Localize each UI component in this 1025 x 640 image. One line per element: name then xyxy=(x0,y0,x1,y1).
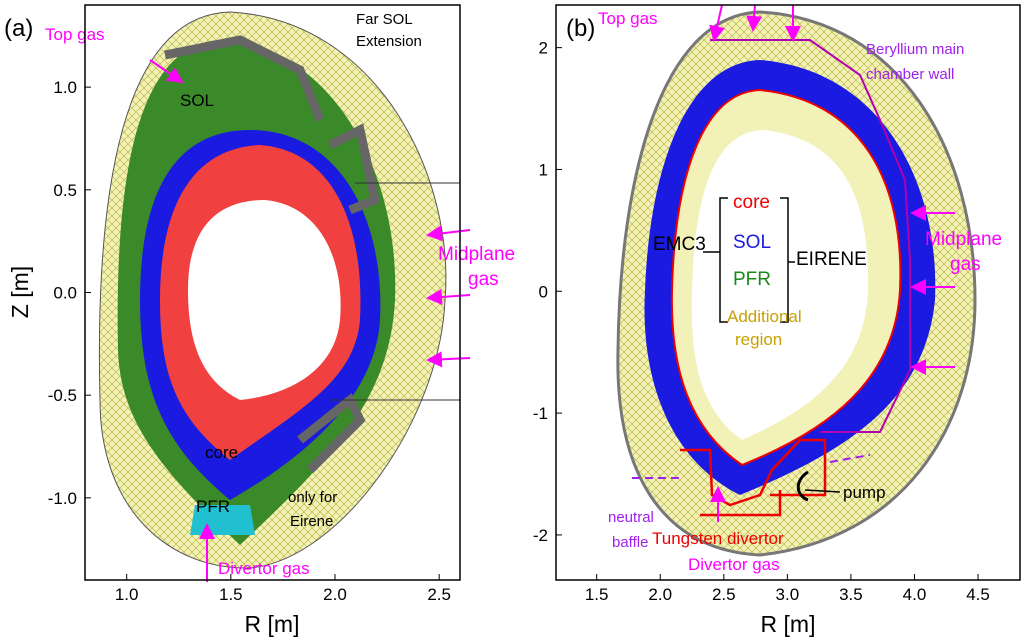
annotation: chamber wall xyxy=(866,66,954,83)
y-tick-label: -2 xyxy=(533,526,548,545)
y-tick-label: 0.5 xyxy=(53,181,77,200)
annotation: Midplane xyxy=(438,244,515,265)
annotation: EIRENE xyxy=(796,249,867,270)
arrow xyxy=(426,225,471,242)
y-tick-label: -0.5 xyxy=(48,386,77,405)
arrow xyxy=(426,289,471,305)
x-tick-label: 1.5 xyxy=(585,585,609,604)
y-tick-label: -1.0 xyxy=(48,489,77,508)
annotation: Top gas xyxy=(45,25,105,44)
x-tick-label: 2.0 xyxy=(323,585,347,604)
x-tick-label: 4.5 xyxy=(966,585,990,604)
y-tick-label: 0.0 xyxy=(53,284,77,303)
y-tick-label: 2 xyxy=(539,39,548,58)
x-tick-label: 2.5 xyxy=(712,585,736,604)
annotation: Divertor gas xyxy=(218,559,310,578)
y-tick-label: 1 xyxy=(539,160,548,179)
y-tick-label: 1.0 xyxy=(53,78,77,97)
annotation: region xyxy=(735,330,782,349)
annotation: Top gas xyxy=(598,9,658,28)
annotation: SOL xyxy=(733,232,771,253)
arrow xyxy=(709,4,725,42)
arrow xyxy=(149,59,184,84)
annotation: SOL xyxy=(180,91,214,110)
annotation: Additional xyxy=(727,307,802,326)
x-axis-label: R [m] xyxy=(761,611,816,637)
annotation: core xyxy=(205,443,238,462)
annotation: Midplane xyxy=(925,229,1002,250)
annotation: core xyxy=(733,192,770,213)
annotation: neutral xyxy=(608,509,654,526)
y-tick-label: 0 xyxy=(539,282,548,301)
annotation: PFR xyxy=(196,497,230,516)
axes-frame xyxy=(555,4,1021,581)
x-tick-label: 3.5 xyxy=(839,585,863,604)
y-tick-label: -1 xyxy=(533,404,548,423)
annotation: Tungsten divertor xyxy=(652,529,784,548)
panel-label: (b) xyxy=(566,15,595,42)
mesh-b xyxy=(616,4,977,557)
y-axis-label: Z [m] xyxy=(7,266,33,318)
panel-label: (a) xyxy=(4,15,33,42)
x-tick-label: 3.0 xyxy=(776,585,800,604)
arrow xyxy=(746,4,763,32)
annotation: Far SOL xyxy=(356,11,413,28)
x-tick-label: 2.0 xyxy=(648,585,672,604)
annotation: PFR xyxy=(733,269,771,290)
annotation: EMC3 xyxy=(653,234,706,255)
x-tick-label: 1.5 xyxy=(219,585,243,604)
arrow xyxy=(804,489,841,493)
annotation: baffle xyxy=(612,534,648,551)
annotation: Extension xyxy=(356,33,422,50)
annotation: Eirene xyxy=(290,513,333,530)
mesh-a xyxy=(98,11,471,582)
x-tick-label: 1.0 xyxy=(115,585,139,604)
arrow xyxy=(426,351,471,368)
annotation: pump xyxy=(843,483,886,502)
x-tick-label: 4.0 xyxy=(903,585,927,604)
x-tick-label: 2.5 xyxy=(427,585,451,604)
annotation: Beryllium main xyxy=(866,41,964,58)
annotation: only for xyxy=(288,489,337,506)
annotation: gas xyxy=(468,269,499,290)
annotation: Divertor gas xyxy=(688,555,780,574)
x-axis-label: R [m] xyxy=(245,611,300,637)
annotation: gas xyxy=(950,254,981,275)
